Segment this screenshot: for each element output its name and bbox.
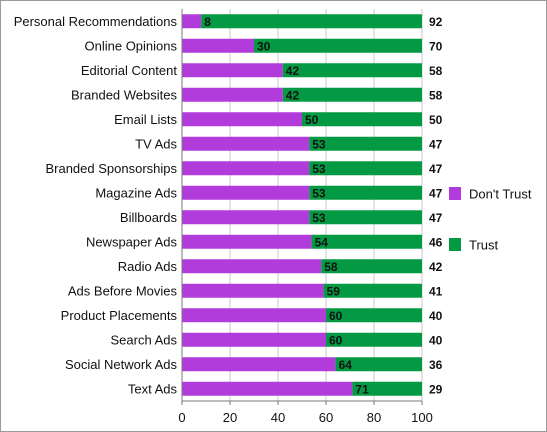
data-label-trust-search-ads: 40 [429, 333, 443, 347]
bar-dont-trust-newspaper-ads [182, 234, 312, 249]
bar-dont-trust-editorial-content [182, 63, 283, 78]
category-label-newspaper-ads: Newspaper Ads [86, 234, 178, 249]
legend-swatch-don-t-trust [449, 187, 461, 200]
data-label-trust-branded-websites: 58 [429, 88, 443, 102]
bar-trust-text-ads [352, 381, 422, 396]
category-label-radio-ads: Radio Ads [118, 259, 178, 274]
bar-trust-billboards [309, 210, 422, 225]
category-label-search-ads: Search Ads [111, 332, 178, 347]
data-label-trust-editorial-content: 58 [429, 64, 443, 78]
bar-dont-trust-billboards [182, 210, 310, 225]
bar-trust-search-ads [326, 332, 422, 347]
bar-dont-trust-branded-websites [182, 87, 283, 102]
bar-trust-newspaper-ads [311, 234, 422, 249]
x-tick-label-100: 100 [411, 410, 433, 425]
data-label-dont-trust-social-network-ads: 64 [339, 358, 353, 372]
bar-trust-radio-ads [321, 259, 422, 274]
bar-dont-trust-text-ads [182, 381, 353, 396]
data-label-dont-trust-product-placements: 60 [329, 309, 343, 323]
data-label-trust-product-placements: 40 [429, 309, 443, 323]
bar-dont-trust-branded-sponsorships [182, 161, 310, 176]
data-label-dont-trust-personal-recommendations: 8 [204, 15, 211, 29]
data-label-trust-social-network-ads: 36 [429, 358, 443, 372]
bar-dont-trust-tv-ads [182, 136, 310, 151]
bar-trust-branded-websites [282, 87, 422, 102]
category-label-branded-websites: Branded Websites [71, 87, 177, 102]
bar-dont-trust-ads-before-movies [182, 283, 324, 298]
data-label-dont-trust-branded-websites: 42 [286, 88, 300, 102]
bar-trust-personal-recommendations [201, 14, 422, 29]
data-label-dont-trust-branded-sponsorships: 53 [312, 162, 326, 176]
category-label-editorial-content: Editorial Content [81, 63, 177, 78]
x-tick-label-40: 40 [271, 410, 285, 425]
legend-label-don-t-trust: Don't Trust [469, 187, 532, 202]
bar-dont-trust-online-opinions [182, 38, 254, 53]
data-label-dont-trust-magazine-ads: 53 [312, 186, 326, 200]
data-label-dont-trust-ads-before-movies: 59 [327, 284, 341, 298]
data-label-trust-magazine-ads: 47 [429, 186, 443, 200]
x-tick-label-60: 60 [319, 410, 333, 425]
category-label-email-lists: Email Lists [114, 112, 177, 127]
data-label-dont-trust-billboards: 53 [312, 211, 326, 225]
bar-dont-trust-radio-ads [182, 259, 322, 274]
legend-label-trust: Trust [469, 238, 499, 253]
legend: Don't Trust Trust [449, 187, 532, 253]
data-label-trust-newspaper-ads: 46 [429, 235, 443, 249]
labels: Personal Recommendations 8 92 Online Opinio… [14, 14, 443, 397]
bar-dont-trust-search-ads [182, 332, 326, 347]
category-label-online-opinions: Online Opinions [85, 38, 178, 53]
data-label-trust-personal-recommendations: 92 [429, 15, 443, 29]
bar-trust-social-network-ads [335, 357, 422, 372]
data-label-dont-trust-search-ads: 60 [329, 333, 343, 347]
data-label-dont-trust-radio-ads: 58 [324, 260, 338, 274]
x-tick-label-80: 80 [367, 410, 381, 425]
bar-trust-online-opinions [254, 38, 422, 53]
bar-trust-ads-before-movies [323, 283, 422, 298]
data-label-dont-trust-text-ads: 71 [355, 382, 369, 396]
axes: 0 20 40 60 80 100 [178, 9, 433, 425]
data-label-dont-trust-email-lists: 50 [305, 113, 319, 127]
x-tick-label-20: 20 [223, 410, 237, 425]
data-label-trust-radio-ads: 42 [429, 260, 443, 274]
data-label-trust-email-lists: 50 [429, 113, 443, 127]
bar-trust-tv-ads [309, 136, 422, 151]
bar-dont-trust-social-network-ads [182, 357, 336, 372]
bar-trust-magazine-ads [309, 185, 422, 200]
data-label-trust-text-ads: 29 [429, 382, 443, 396]
category-label-billboards: Billboards [120, 210, 178, 225]
legend-swatch-trust [449, 238, 461, 251]
bar-trust-branded-sponsorships [309, 161, 422, 176]
bar-dont-trust-magazine-ads [182, 185, 310, 200]
category-label-social-network-ads: Social Network Ads [65, 357, 177, 372]
data-label-dont-trust-newspaper-ads: 54 [315, 235, 329, 249]
data-label-trust-tv-ads: 47 [429, 137, 443, 151]
data-label-trust-online-opinions: 70 [429, 39, 443, 53]
data-label-trust-branded-sponsorships: 47 [429, 162, 443, 176]
category-label-text-ads: Text Ads [128, 381, 178, 396]
bars [182, 14, 422, 396]
bar-trust-editorial-content [282, 63, 422, 78]
data-label-dont-trust-editorial-content: 42 [286, 64, 300, 78]
x-tick-label-0: 0 [178, 410, 185, 425]
category-label-personal-recommendations: Personal Recommendations [14, 14, 178, 29]
category-label-magazine-ads: Magazine Ads [95, 185, 177, 200]
data-label-dont-trust-tv-ads: 53 [312, 137, 326, 151]
category-label-tv-ads: TV Ads [135, 136, 177, 151]
bar-dont-trust-personal-recommendations [182, 14, 202, 29]
category-label-ads-before-movies: Ads Before Movies [68, 283, 178, 298]
category-label-branded-sponsorships: Branded Sponsorships [45, 161, 177, 176]
data-label-trust-ads-before-movies: 41 [429, 284, 443, 298]
data-label-dont-trust-online-opinions: 30 [257, 39, 271, 53]
bar-dont-trust-email-lists [182, 112, 302, 127]
category-label-product-placements: Product Placements [61, 308, 178, 323]
bar-dont-trust-product-placements [182, 308, 326, 323]
data-label-trust-billboards: 47 [429, 211, 443, 225]
bar-trust-email-lists [302, 112, 422, 127]
bar-trust-product-placements [326, 308, 422, 323]
